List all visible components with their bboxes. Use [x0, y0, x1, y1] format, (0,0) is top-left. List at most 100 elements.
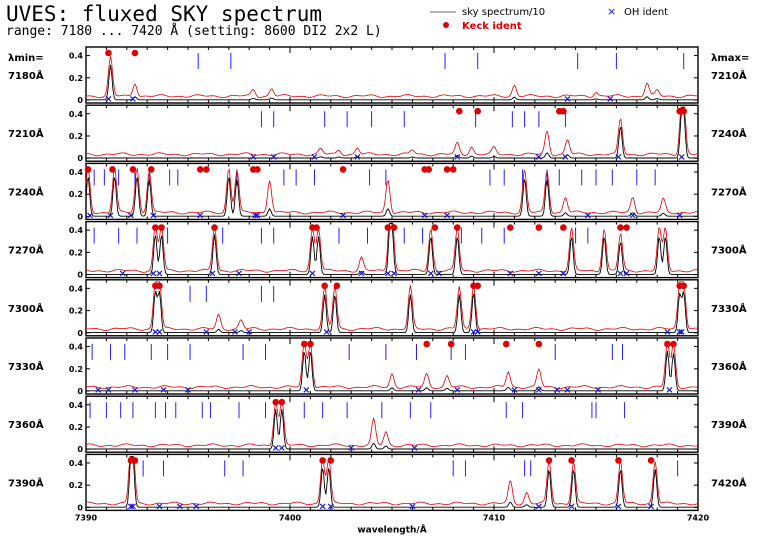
oh-ident-marker: ×: [420, 210, 428, 221]
panel-frame: [85, 337, 699, 395]
oh-ident-marker: ×: [245, 327, 253, 338]
y-tick-label: 0: [77, 271, 83, 280]
panel-frame: [85, 104, 699, 162]
keck-ident-marker: [670, 340, 677, 348]
oh-ident-marker: ×: [155, 327, 163, 338]
keck-ident-marker: [425, 166, 433, 173]
oh-ident-marker: ×: [390, 269, 398, 280]
y-tick-label: 0.2: [69, 74, 83, 83]
y-tick-label: 0: [77, 329, 83, 338]
y-tick-label: 0.4: [69, 401, 84, 410]
keck-ident-marker: [278, 398, 286, 406]
keck-ident-marker: [443, 166, 451, 173]
oh-ident-marker: ×: [339, 210, 347, 221]
oh-ident-marker: ×: [318, 501, 326, 512]
lambda-max-header: λmax=: [711, 53, 750, 64]
sky-spectrum-scaled-line: [86, 64, 698, 101]
keck-ident-marker: [339, 166, 347, 173]
oh-ident-marker: ×: [535, 269, 543, 280]
oh-ident-marker: ×: [473, 327, 481, 338]
keck-ident-marker: [109, 166, 116, 173]
sky-spectrum-scaled-line: [86, 408, 698, 450]
lambda-max-label: 7330Å: [711, 302, 747, 315]
oh-ident-marker: ×: [563, 94, 571, 105]
x-tick-label: 7410: [483, 513, 506, 522]
sky-spectrum-line: [85, 56, 698, 99]
oh-ident-marker: ×: [535, 152, 543, 163]
sky-spectrum-scaled-line: [86, 223, 698, 275]
keck-ident-marker: [333, 282, 341, 290]
keck-ident-marker: [647, 457, 655, 464]
oh-ident-marker: ×: [553, 385, 561, 396]
oh-ident-marker: ×: [663, 327, 671, 338]
keck-ident-marker: [617, 224, 624, 231]
keck-ident-marker: [313, 224, 320, 231]
oh-ident-marker: ×: [561, 152, 569, 163]
keck-ident-marker: [560, 224, 567, 231]
lambda-min-label: 7330Å: [8, 360, 44, 373]
sky-spectrum-scaled-line: [86, 455, 698, 508]
keck-ident-marker: [307, 340, 314, 348]
y-tick-label: 0.2: [69, 365, 83, 374]
oh-ident-marker: ×: [506, 269, 514, 280]
y-tick-label: 0.2: [69, 132, 83, 141]
oh-ident-marker: ×: [302, 385, 310, 396]
oh-ident-marker: ×: [408, 501, 416, 512]
oh-ident-marker: ×: [129, 94, 137, 105]
oh-ident-marker: ×: [308, 269, 316, 280]
oh-ident-marker: ×: [584, 210, 592, 221]
oh-ident-marker: ×: [410, 443, 418, 454]
oh-ident-marker: ×: [202, 327, 210, 338]
y-tick-label: 0.4: [69, 52, 84, 61]
keck-ident-marker: [623, 224, 630, 231]
oh-ident-marker: ×: [323, 327, 331, 338]
x-tick-label: 7390: [75, 513, 98, 522]
oh-ident-marker: ×: [357, 269, 365, 280]
oh-ident-marker: ×: [155, 501, 163, 512]
x-tick-label: 7420: [687, 513, 710, 522]
oh-ident-marker: ×: [427, 269, 435, 280]
oh-ident-marker: ×: [86, 210, 94, 221]
oh-ident-marker: ×: [192, 501, 200, 512]
y-tick-label: 0.4: [69, 110, 84, 119]
oh-ident-marker: ×: [184, 385, 192, 396]
oh-ident-marker: ×: [535, 385, 543, 396]
oh-ident-marker: ×: [310, 152, 318, 163]
oh-ident-marker: ×: [131, 385, 139, 396]
keck-ident-marker: [147, 166, 155, 173]
oh-ident-marker: ×: [453, 152, 461, 163]
lambda-min-label: 7180Å: [8, 69, 44, 82]
oh-ident-marker: ×: [127, 210, 135, 221]
keck-ident-marker: [449, 166, 457, 173]
oh-ident-marker: ×: [151, 327, 159, 338]
keck-ident-marker: [456, 107, 463, 115]
y-tick-label: 0: [77, 154, 83, 163]
oh-ident-marker: ×: [104, 94, 112, 105]
oh-ident-marker: ×: [453, 385, 461, 396]
oh-ident-marker: ×: [647, 501, 655, 512]
oh-ident-marker: ×: [347, 443, 355, 454]
keck-ident-marker: [152, 224, 159, 231]
keck-ident-marker: [680, 107, 688, 115]
sky-spectrum-line: [86, 106, 699, 157]
oh-ident-marker: ×: [251, 210, 259, 221]
oh-ident-marker: ×: [94, 385, 102, 396]
keck-ident-marker: [272, 398, 280, 406]
keck-ident-marker: [390, 224, 398, 231]
oh-ident-marker: ×: [208, 269, 216, 280]
oh-ident-marker: ×: [272, 443, 280, 454]
sky-spectrum-scaled-line: [86, 350, 698, 392]
keck-ident-marker: [203, 166, 210, 173]
y-tick-label: 0.4: [69, 459, 84, 468]
keck-ident-marker: [254, 166, 261, 173]
oh-ident-marker: ×: [149, 269, 157, 280]
oh-ident-marker: ×: [675, 327, 683, 338]
oh-ident-marker: ×: [196, 210, 204, 221]
oh-ident-marker: ×: [384, 269, 392, 280]
keck-ident-marker: [423, 340, 430, 348]
keck-ident-marker: [321, 282, 328, 290]
lambda-min-header: λmin=: [8, 53, 44, 64]
y-tick-label: 0: [77, 503, 83, 512]
sky-spectrum-scaled-line: [86, 290, 698, 334]
